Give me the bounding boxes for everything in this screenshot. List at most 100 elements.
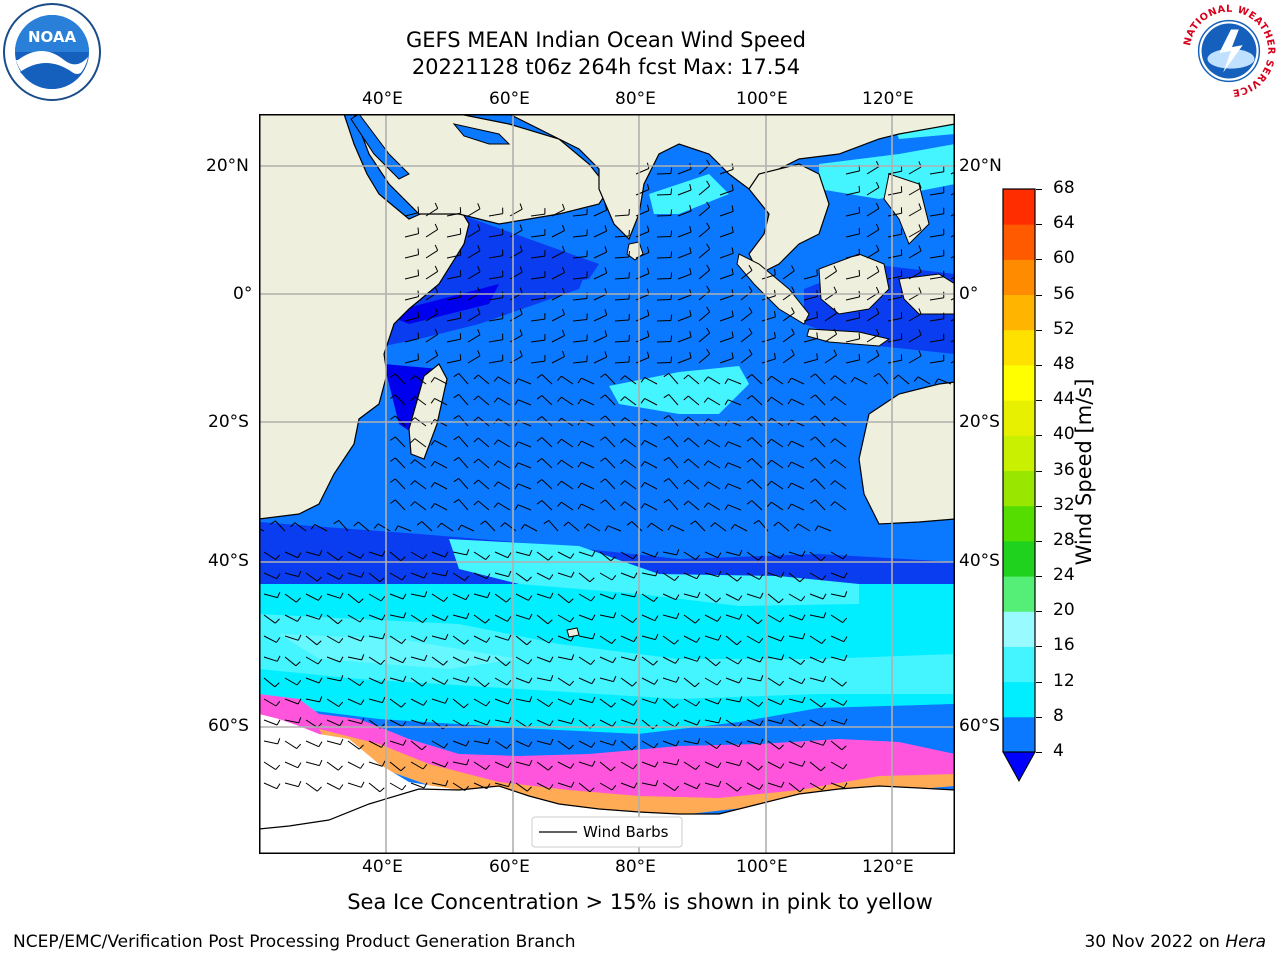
wind-barb-feather — [695, 764, 701, 770]
wind-barb — [662, 656, 676, 664]
wind-barb-feather — [780, 571, 785, 578]
wind-barb — [782, 291, 795, 301]
wind-barb — [410, 761, 424, 770]
wind-barb — [515, 614, 530, 620]
wind-barb — [394, 436, 406, 448]
wind-barb — [950, 297, 955, 301]
wind-barb — [517, 399, 532, 406]
wind-barb — [614, 361, 630, 364]
wind-barb — [557, 677, 570, 687]
wind-barb-feather — [453, 435, 460, 441]
wind-barb-feather — [787, 482, 792, 489]
wind-barb — [834, 459, 847, 469]
wind-barb — [452, 551, 467, 556]
wind-barb-feather — [689, 246, 692, 254]
wind-barb — [624, 438, 637, 448]
wind-barb-feather — [577, 503, 582, 510]
wind-barb — [578, 614, 593, 621]
wind-barb — [929, 276, 944, 280]
wind-barb — [641, 593, 654, 603]
wind-barb — [452, 782, 465, 792]
colorbar-segment — [1003, 681, 1035, 718]
wind-barb — [473, 593, 488, 599]
wind-barb-feather — [655, 633, 659, 640]
wind-barb — [414, 480, 427, 490]
wind-barb — [767, 782, 782, 788]
wind-barb-feather — [689, 330, 692, 338]
wind-barb-feather — [519, 224, 523, 231]
wind-barb — [404, 296, 419, 301]
wind-barb-feather — [319, 759, 323, 766]
wind-barb-feather — [717, 634, 722, 641]
wind-barb-feather — [696, 783, 701, 789]
noaa-logo: NOAA — [3, 3, 101, 101]
wind-barb — [494, 677, 508, 686]
wind-barb-feather — [773, 521, 779, 527]
wind-barb-feather — [858, 353, 861, 360]
wind-barb — [687, 395, 700, 406]
wind-barb-feather — [528, 677, 533, 684]
wind-barb — [704, 572, 719, 578]
wind-barb-feather — [654, 615, 659, 621]
wind-barb-feather — [444, 679, 449, 685]
wind-barb — [656, 215, 672, 217]
wind-barb — [536, 614, 549, 625]
wind-barb-feather — [505, 661, 511, 667]
wind-barb-feather — [421, 745, 427, 751]
wind-barb-feather — [423, 782, 428, 789]
wind-barb-feather — [444, 615, 449, 621]
wind-barb — [425, 249, 438, 259]
wind-barb — [326, 614, 339, 625]
wind-barb-feather — [316, 786, 322, 792]
wind-barb — [509, 355, 523, 364]
wind-barb — [488, 339, 503, 343]
wind-barb-feather — [767, 375, 772, 381]
wind-barb-feather — [430, 482, 436, 488]
wind-barb — [431, 635, 446, 641]
wind-barb — [887, 296, 902, 301]
wind-barb — [263, 698, 277, 707]
wind-barb-feather — [507, 616, 512, 622]
wind-barb-feather — [675, 658, 680, 664]
wind-barb — [830, 572, 845, 579]
wind-barb-feather — [434, 328, 439, 335]
wind-barb — [788, 698, 803, 704]
wind-barb-feather — [421, 681, 427, 687]
wind-barb — [641, 572, 656, 577]
wind-barb-feather — [610, 702, 616, 708]
wind-barb-feather — [317, 658, 323, 665]
colorbar-tick-mark — [1036, 540, 1042, 542]
wind-barb — [414, 375, 427, 385]
wind-barb-feather — [604, 525, 609, 532]
wind-barb — [467, 208, 481, 217]
wind-barb-feather — [697, 591, 701, 598]
wind-barb-feather — [731, 310, 734, 317]
wind-barb-feather — [508, 717, 512, 724]
wind-barb — [788, 782, 801, 793]
wind-barb-feather — [359, 616, 365, 623]
wind-speed-map: Wind Barbs — [259, 114, 955, 854]
wind-barb — [404, 338, 419, 343]
wind-barb — [572, 277, 587, 280]
wind-barb-feather — [600, 478, 606, 483]
wind-barb — [458, 373, 469, 385]
wind-barb-feather — [464, 575, 470, 581]
colorbar-tick-mark — [1036, 646, 1042, 648]
wind-barb — [707, 397, 721, 406]
wind-barb — [767, 551, 781, 559]
wind-barb-feather — [466, 612, 470, 619]
wind-barb — [929, 171, 944, 175]
wind-barb — [305, 656, 319, 665]
sumatra — [736, 253, 810, 325]
wind-barb — [389, 551, 402, 562]
wind-barb — [635, 210, 650, 217]
colorbar-tick-mark — [1036, 681, 1042, 683]
wind-barb-feather — [703, 376, 709, 382]
wind-barb — [431, 740, 445, 749]
wind-barb — [593, 356, 607, 364]
wind-barb — [431, 656, 444, 666]
wind-barb — [656, 236, 672, 238]
wind-barb-feather — [841, 681, 847, 687]
wind-barb-feather — [646, 204, 650, 211]
wind-barb — [641, 614, 656, 622]
